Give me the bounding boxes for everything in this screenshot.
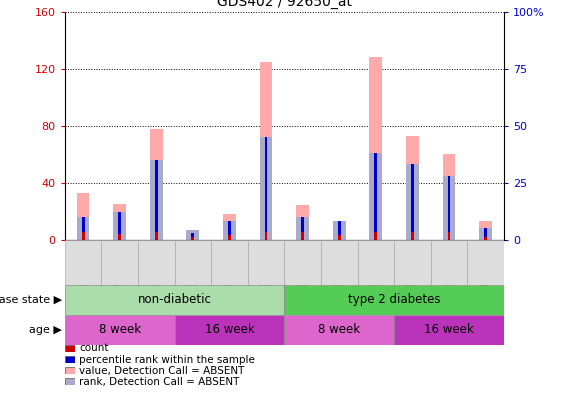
Bar (321, 240, 358, 285)
Bar (138, 240, 175, 285)
Bar (82, 217, 84, 240)
Bar (374, 232, 377, 240)
Bar (77, 217, 90, 240)
Bar (265, 232, 267, 240)
Bar (175, 315, 284, 345)
Text: age ▶: age ▶ (29, 325, 62, 335)
Bar (443, 154, 455, 240)
Bar (101, 240, 138, 285)
Bar (228, 221, 231, 240)
Bar (448, 176, 450, 240)
Bar (223, 214, 236, 240)
Bar (333, 225, 346, 240)
Bar (431, 240, 467, 285)
Bar (338, 221, 341, 240)
Text: 8 week: 8 week (99, 323, 141, 336)
Bar (113, 212, 126, 240)
Bar (411, 164, 414, 240)
Bar (211, 240, 248, 285)
Bar (175, 240, 211, 285)
Bar (284, 315, 394, 345)
Bar (284, 285, 504, 315)
Bar (82, 232, 84, 240)
Bar (411, 232, 414, 240)
Text: 16 week: 16 week (424, 323, 474, 336)
Bar (296, 206, 309, 240)
Bar (223, 221, 236, 240)
Bar (406, 136, 419, 240)
Bar (118, 234, 121, 240)
Bar (333, 221, 346, 240)
Text: type 2 diabetes: type 2 diabetes (348, 293, 440, 307)
Text: count: count (79, 343, 109, 354)
Text: percentile rank within the sample: percentile rank within the sample (79, 354, 255, 365)
Bar (65, 240, 101, 285)
Bar (406, 164, 419, 240)
Text: non-diabetic: non-diabetic (137, 293, 212, 307)
Bar (394, 315, 504, 345)
Bar (118, 212, 121, 240)
Bar (374, 153, 377, 240)
Bar (479, 228, 492, 240)
Bar (150, 129, 163, 240)
Text: rank, Detection Call = ABSENT: rank, Detection Call = ABSENT (79, 377, 240, 387)
Bar (296, 217, 309, 240)
Bar (265, 137, 267, 240)
Bar (484, 228, 487, 240)
Bar (479, 221, 492, 240)
Bar (301, 232, 304, 240)
Bar (394, 240, 431, 285)
Bar (467, 240, 504, 285)
Bar (150, 160, 163, 240)
Text: disease state ▶: disease state ▶ (0, 295, 62, 305)
Bar (260, 62, 272, 240)
Bar (155, 232, 158, 240)
Bar (284, 240, 321, 285)
Bar (301, 217, 304, 240)
Bar (65, 285, 284, 315)
Bar (248, 240, 284, 285)
Text: value, Detection Call = ABSENT: value, Detection Call = ABSENT (79, 366, 245, 376)
Bar (77, 192, 90, 240)
Text: 16 week: 16 week (204, 323, 254, 336)
Bar (191, 233, 194, 240)
Bar (186, 230, 199, 240)
Bar (186, 230, 199, 240)
Text: 8 week: 8 week (318, 323, 360, 336)
Bar (155, 160, 158, 240)
Bar (443, 176, 455, 240)
Bar (484, 237, 487, 240)
Bar (358, 240, 394, 285)
Bar (65, 315, 175, 345)
Bar (260, 137, 272, 240)
Bar (113, 204, 126, 240)
Bar (369, 153, 382, 240)
Bar (228, 235, 231, 240)
Bar (448, 232, 450, 240)
Bar (191, 237, 194, 240)
Bar (338, 235, 341, 240)
Bar (369, 57, 382, 240)
Title: GDS402 / 92650_at: GDS402 / 92650_at (217, 0, 352, 10)
